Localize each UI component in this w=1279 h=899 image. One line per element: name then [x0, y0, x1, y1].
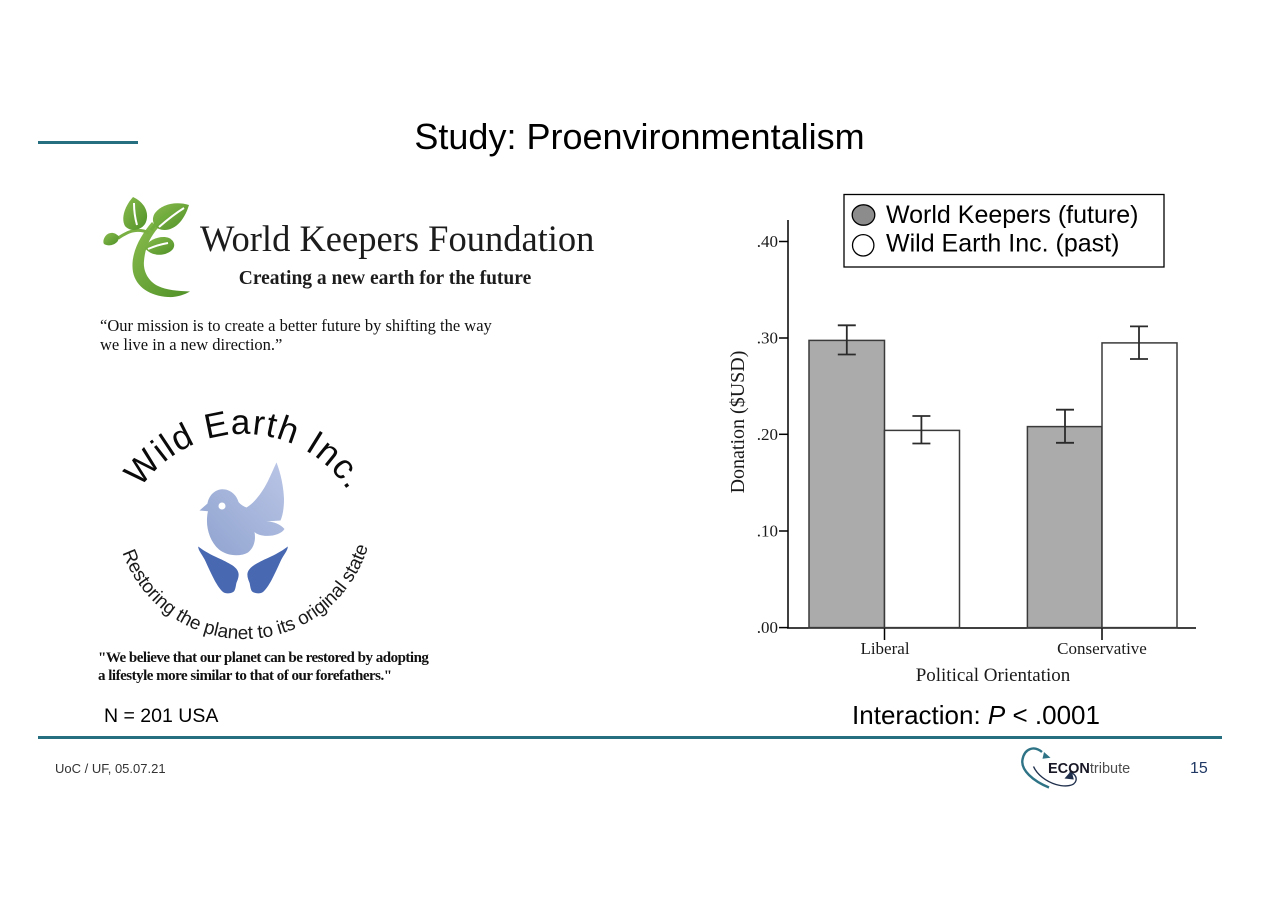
- svg-text:World Keepers (future): World Keepers (future): [886, 201, 1138, 229]
- svg-text:.20: .20: [757, 425, 778, 444]
- svg-text:ECONtribute: ECONtribute: [1048, 761, 1130, 777]
- svg-text:Political Orientation: Political Orientation: [916, 665, 1071, 686]
- svg-text:Wild Earth Inc.: Wild Earth Inc.: [117, 403, 374, 496]
- svg-text:.30: .30: [757, 329, 778, 348]
- svg-text:Liberal: Liberal: [860, 639, 909, 658]
- svg-text:Donation ($USD): Donation ($USD): [727, 351, 749, 494]
- svg-text:Restoring the planet to its or: Restoring the planet to its original sta…: [118, 542, 373, 645]
- svg-text:Wild Earth Inc. (past): Wild Earth Inc. (past): [886, 230, 1119, 258]
- svg-text:.40: .40: [757, 232, 778, 251]
- svg-text:Conservative: Conservative: [1057, 639, 1147, 658]
- svg-text:.00: .00: [757, 618, 778, 637]
- svg-text:.10: .10: [757, 522, 778, 541]
